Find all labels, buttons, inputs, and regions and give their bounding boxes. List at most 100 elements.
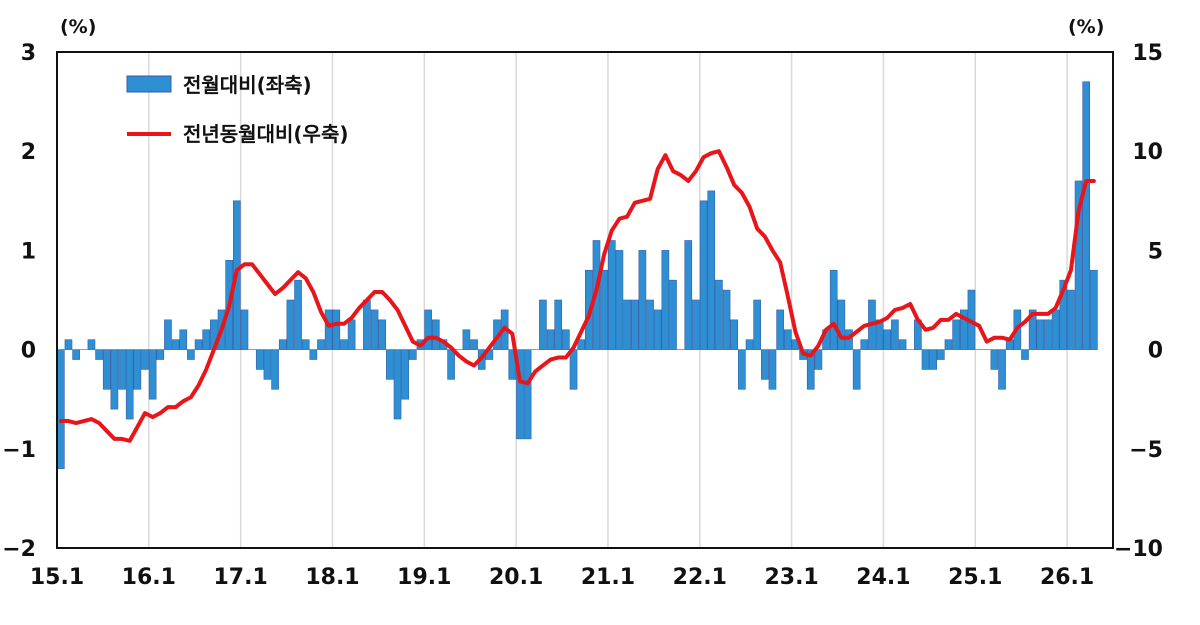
plot-frame	[56, 51, 1114, 549]
bar-series	[57, 81, 1098, 469]
x-tick-label: 18.1	[305, 565, 359, 590]
bar-mom	[745, 339, 754, 350]
bar-mom	[255, 349, 264, 370]
bar-mom	[164, 319, 172, 350]
bar-mom	[340, 339, 348, 350]
bar-mom	[577, 339, 585, 350]
bar-mom	[1082, 81, 1091, 350]
bar-mom	[431, 319, 440, 350]
left-axis-unit: (%)	[60, 16, 96, 38]
x-tick-label: 20.1	[489, 565, 543, 590]
right-tick-label: −5	[1129, 438, 1163, 463]
bar-mom	[722, 289, 731, 350]
bar-mom	[171, 339, 180, 350]
legend-bar-label: 전월대비(좌축)	[183, 73, 312, 97]
bar-mom	[669, 279, 677, 350]
bar-mom	[424, 309, 432, 350]
bar-mom	[324, 309, 333, 350]
bar-mom	[1090, 269, 1098, 350]
bar-mom	[523, 349, 532, 440]
left-tick-label: 0	[21, 339, 36, 364]
bar-mom	[1074, 180, 1083, 350]
bar-mom	[64, 339, 73, 350]
legend-line-label: 전년동월대비(우축)	[183, 122, 348, 146]
bar-mom	[401, 349, 409, 400]
bar-mom	[661, 250, 670, 350]
bar-mom	[1059, 279, 1068, 350]
x-tick-label: 25.1	[948, 565, 1002, 590]
bar-mom	[959, 309, 968, 350]
bar-mom	[929, 349, 937, 370]
left-tick-label: −2	[2, 537, 36, 562]
x-tick-label: 19.1	[397, 565, 451, 590]
bar-mom	[363, 299, 371, 350]
left-tick-label: 2	[21, 140, 36, 165]
bar-mom	[240, 309, 249, 350]
bar-mom	[187, 349, 195, 360]
bar-mom	[761, 349, 769, 380]
right-tick-label: 0	[1148, 339, 1163, 364]
bar-mom	[860, 339, 869, 350]
bar-mom	[286, 299, 295, 350]
right-tick-label: 10	[1132, 140, 1163, 165]
x-tick-label: 22.1	[673, 565, 727, 590]
bar-mom	[638, 250, 647, 350]
bar-mom	[944, 339, 953, 350]
bar-mom	[607, 240, 616, 350]
line-yoy	[58, 149, 1096, 443]
bar-mom	[72, 349, 80, 360]
right-axis-unit: (%)	[1068, 16, 1104, 38]
bar-mom	[753, 299, 761, 350]
bar-mom	[646, 299, 654, 350]
bar-mom	[1051, 309, 1060, 350]
bar-mom	[1021, 349, 1029, 360]
bar-mom	[57, 349, 65, 469]
left-tick-label: −1	[2, 438, 36, 463]
bar-mom	[271, 349, 279, 390]
bar-mom	[317, 339, 325, 350]
bar-mom	[263, 349, 272, 380]
bar-mom	[921, 349, 930, 370]
x-tick-label: 15.1	[30, 565, 84, 590]
bar-mom	[1044, 319, 1052, 350]
bar-mom	[898, 339, 907, 350]
right-tick-label: −10	[1114, 537, 1163, 562]
bar-mom	[470, 339, 478, 350]
bar-mom	[386, 349, 394, 380]
bar-mom	[814, 349, 823, 370]
bar-mom	[768, 349, 777, 390]
right-tick-label: 15	[1132, 41, 1163, 66]
bar-mom	[156, 349, 165, 360]
bar-mom	[294, 279, 302, 350]
bar-mom	[952, 319, 960, 350]
bar-mom	[110, 349, 119, 410]
bar-mom	[148, 349, 157, 400]
gridlines	[148, 52, 1068, 548]
bar-mom	[447, 349, 455, 380]
left-tick-label: 1	[21, 239, 36, 264]
right-tick-label: 5	[1148, 239, 1163, 264]
bar-mom	[125, 349, 134, 420]
bar-mom	[738, 349, 746, 390]
x-tick-label: 23.1	[764, 565, 818, 590]
bar-mom	[179, 329, 188, 350]
line-series	[58, 149, 1096, 443]
bar-mom	[554, 299, 563, 350]
bar-mom	[141, 349, 149, 370]
bar-mom	[347, 319, 356, 350]
bar-mom	[653, 309, 662, 350]
bar-mom	[393, 349, 402, 420]
bar-mom	[937, 349, 945, 360]
bar-mom	[600, 269, 608, 350]
bar-mom	[1028, 309, 1037, 350]
bar-mom	[332, 309, 341, 350]
bar-mom	[309, 349, 318, 360]
bar-mom	[730, 319, 739, 350]
bar-mom	[783, 329, 792, 350]
bar-mom	[776, 309, 784, 350]
bar-mom	[707, 190, 716, 350]
bar-mom	[715, 279, 723, 350]
bar-mom	[998, 349, 1006, 390]
